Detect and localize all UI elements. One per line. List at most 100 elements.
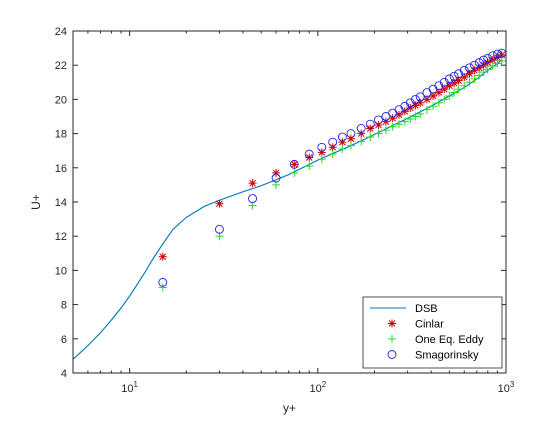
data-point <box>488 51 498 61</box>
x-axis-label: y+ <box>283 401 296 415</box>
data-point <box>317 148 326 157</box>
y-tick-label: 6 <box>61 334 67 346</box>
data-point <box>290 168 299 177</box>
data-point <box>479 55 489 65</box>
data-point <box>381 126 390 135</box>
data-point <box>422 105 431 114</box>
data-point <box>440 95 449 104</box>
legend-entry: DSB <box>370 303 438 315</box>
legend-entry: Smagorinsky <box>387 350 479 362</box>
legend-label: Cinlar <box>415 319 444 331</box>
data-point <box>338 138 347 147</box>
data-point <box>346 134 355 143</box>
data-point <box>388 114 397 123</box>
data-point <box>328 143 337 152</box>
y-tick-label: 20 <box>55 94 67 106</box>
data-point <box>366 133 375 142</box>
data-point <box>248 179 257 188</box>
data-point <box>289 159 299 169</box>
data-point <box>454 85 463 94</box>
data-point <box>374 115 383 125</box>
y-tick-label: 12 <box>55 231 67 243</box>
data-point <box>483 65 492 74</box>
data-point <box>411 112 420 121</box>
data-point <box>488 62 497 71</box>
ticks-layer: 4 6 8 10 12 14 16 18 20 22 24 101 102 103 <box>55 26 515 395</box>
y-tick-label: 14 <box>55 197 67 209</box>
legend-marker-swatch <box>388 319 396 328</box>
data-point <box>422 95 431 104</box>
data-point <box>449 71 459 81</box>
data-point <box>357 129 366 138</box>
data-point <box>492 49 502 59</box>
data-point <box>317 142 327 152</box>
data-point <box>470 66 479 75</box>
data-point <box>317 155 326 164</box>
data-point <box>248 194 258 204</box>
y-tick-label: 4 <box>61 368 67 380</box>
legend-marker-swatch <box>387 350 397 359</box>
data-point <box>381 117 390 126</box>
data-point <box>304 149 314 159</box>
y-tick-label: 8 <box>61 300 67 312</box>
data-point <box>493 59 502 68</box>
legend-entry: One Eq. Eddy <box>388 334 484 346</box>
y-axis-label: U+ <box>29 194 43 210</box>
data-point <box>406 115 415 124</box>
data-point <box>450 79 459 88</box>
data-point <box>214 224 224 234</box>
x-tick-label: 103 <box>498 380 515 395</box>
data-point <box>429 102 438 111</box>
data-point <box>483 53 493 63</box>
data-point <box>475 63 484 72</box>
data-point <box>158 252 167 261</box>
series-smagorinsky <box>158 48 507 287</box>
y-tick-label: 10 <box>55 265 67 277</box>
data-point <box>416 109 425 118</box>
series-one-eq-eddy <box>158 56 506 292</box>
data-point <box>410 94 420 104</box>
data-point <box>394 120 403 129</box>
data-point <box>365 119 375 129</box>
data-point <box>356 124 366 133</box>
legend-label: DSB <box>415 303 438 315</box>
data-point <box>374 121 383 130</box>
data-point <box>388 122 397 131</box>
data-point <box>215 199 224 208</box>
x-tick-label: 101 <box>121 380 138 395</box>
data-point <box>405 98 415 108</box>
data-point <box>445 91 454 100</box>
legend-box <box>362 296 503 369</box>
data-point <box>415 92 425 102</box>
data-point <box>479 68 488 77</box>
data-point <box>272 168 281 177</box>
data-point <box>271 173 281 183</box>
legend: DSB Cinlar One Eq. Eddy Smagorinsky <box>362 296 503 369</box>
x-tick-label: 102 <box>309 380 326 395</box>
data-point <box>497 56 506 65</box>
data-point <box>460 81 469 90</box>
data-point <box>470 60 479 70</box>
data-point <box>459 65 469 75</box>
data-point <box>374 129 383 138</box>
legend-marker-swatch <box>388 335 396 343</box>
y-tick-label: 22 <box>55 60 67 72</box>
data-point <box>328 150 337 159</box>
data-point <box>475 71 484 80</box>
y-tick-label: 18 <box>55 129 67 141</box>
data-point <box>439 77 449 87</box>
data-point <box>434 98 443 107</box>
data-point <box>465 63 474 73</box>
data-point <box>305 162 314 171</box>
data-point <box>357 137 366 146</box>
data-point <box>465 78 474 87</box>
data-point <box>346 141 355 150</box>
data-point <box>400 117 409 126</box>
legend-label: Smagorinsky <box>415 350 479 362</box>
data-point <box>290 160 299 169</box>
data-point <box>158 283 167 292</box>
legend-entry: Cinlar <box>388 319 444 331</box>
data-point <box>416 98 425 107</box>
